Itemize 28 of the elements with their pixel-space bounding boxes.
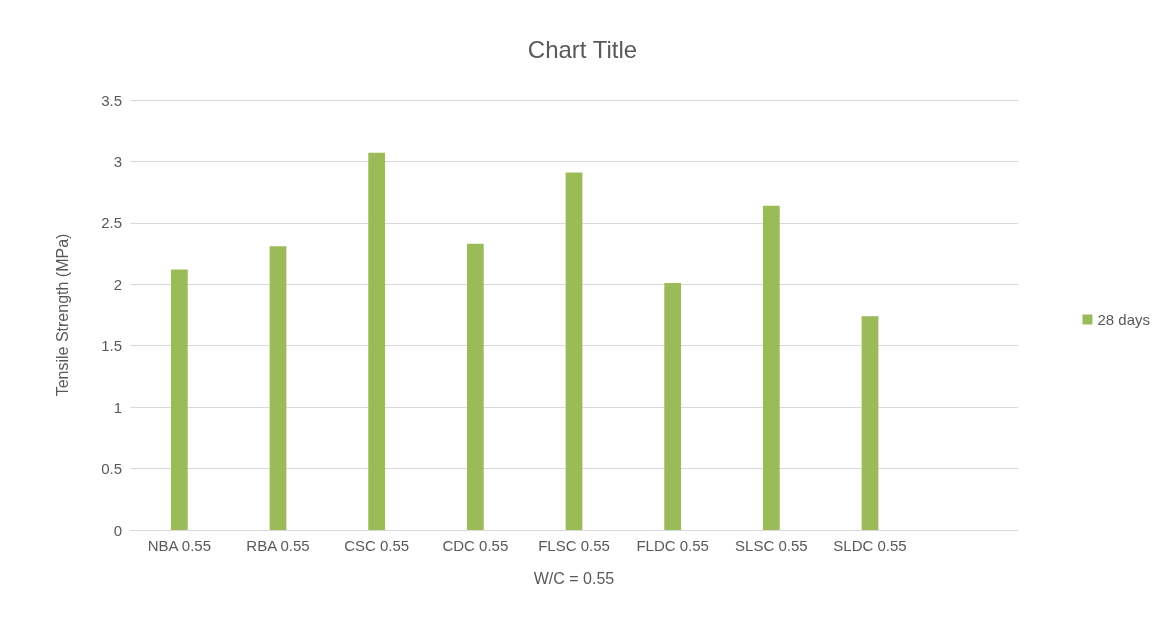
bar xyxy=(466,243,484,530)
bar xyxy=(762,205,780,530)
y-tick-label: 0 xyxy=(113,521,122,539)
x-tick-label: RBA 0.55 xyxy=(246,537,310,554)
y-tick-label: 3 xyxy=(113,152,122,170)
chart-title: Chart Title xyxy=(527,35,638,63)
bar xyxy=(565,172,583,530)
x-axis-title: W/C = 0.55 xyxy=(533,569,615,587)
x-tick-label: SLSC 0.55 xyxy=(735,537,808,554)
x-tick-label: CSC 0.55 xyxy=(344,537,410,554)
legend-label: 28 days xyxy=(1097,311,1151,328)
bar xyxy=(170,269,188,530)
bar xyxy=(664,283,682,530)
y-tick-label: 3.5 xyxy=(101,91,122,109)
x-tick-label: NBA 0.55 xyxy=(147,537,212,554)
y-tick-label: 1.5 xyxy=(101,337,122,355)
y-axis-title: Tensile Strength (MPa) xyxy=(53,233,71,397)
bar xyxy=(368,152,386,530)
x-tick-label: FLSC 0.55 xyxy=(538,537,610,554)
x-tick-label: SLDC 0.55 xyxy=(833,537,907,554)
y-tick-label: 2 xyxy=(113,275,122,293)
y-tick-label: 0.5 xyxy=(101,460,122,478)
x-tick-label: CDC 0.55 xyxy=(442,537,509,554)
bar xyxy=(861,316,879,530)
x-tick-label: FLDC 0.55 xyxy=(636,537,709,554)
y-tick-label: 2.5 xyxy=(101,214,122,232)
bar xyxy=(269,246,287,530)
y-tick-label: 1 xyxy=(113,398,122,416)
